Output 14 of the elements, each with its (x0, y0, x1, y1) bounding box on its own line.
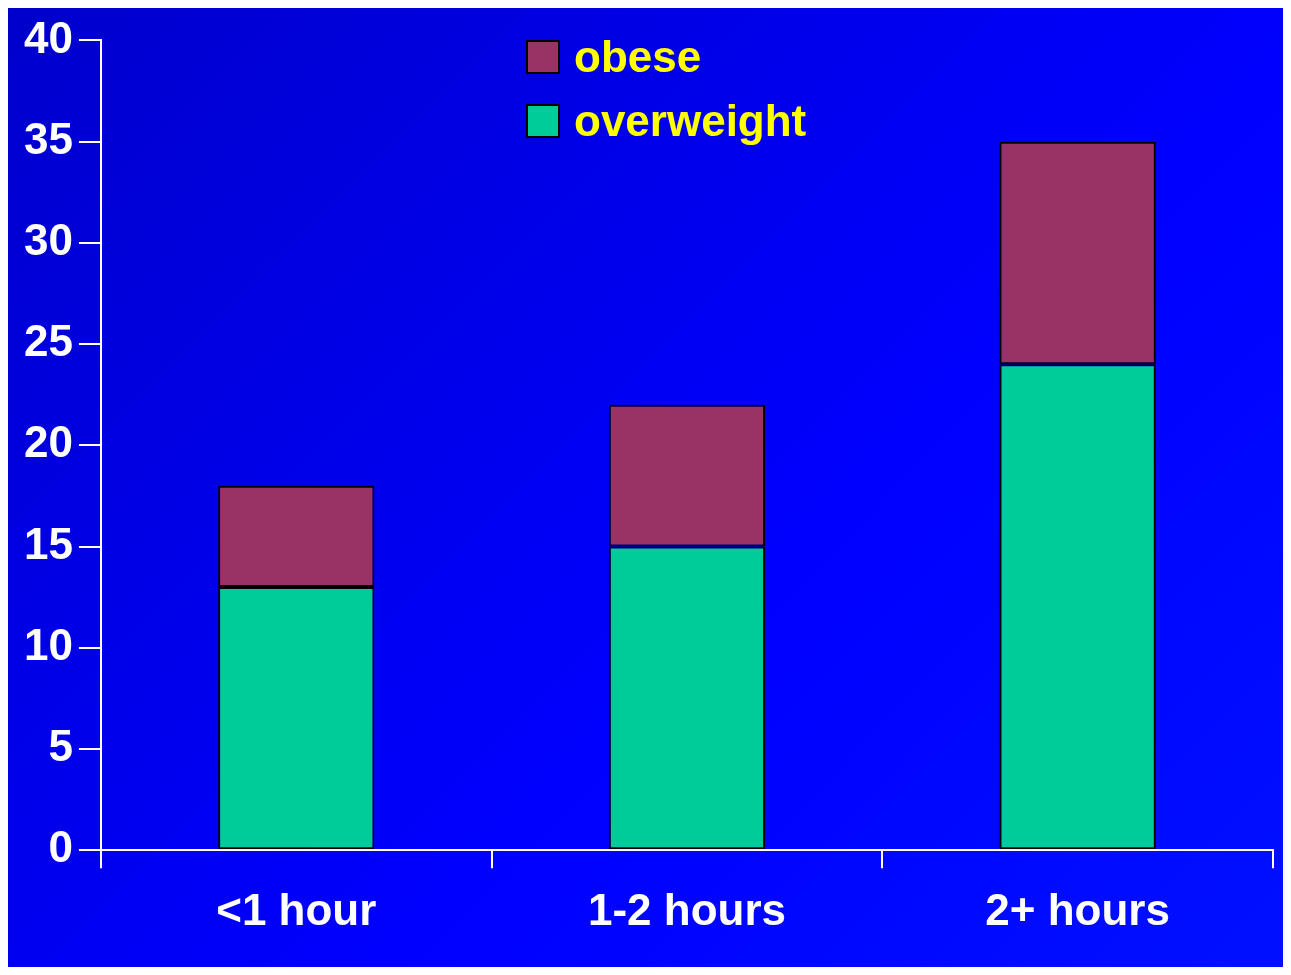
y-tick-label: 15 (23, 518, 73, 568)
y-tick-label: 0 (48, 822, 73, 872)
y-tick-label: 10 (23, 619, 73, 669)
legend-label: obese (574, 32, 702, 82)
y-tick-label: 30 (23, 214, 73, 264)
y-tick-label: 35 (23, 113, 73, 163)
y-tick-label: 40 (23, 12, 73, 62)
y-tick-label: 20 (23, 417, 73, 467)
y-tick-label: 5 (48, 721, 73, 771)
x-tick-label: <1 hour (216, 884, 377, 934)
y-tick-label: 25 (23, 316, 73, 366)
x-tick-label: 2+ hours (985, 884, 1170, 934)
x-tick-label: 1-2 hours (587, 884, 786, 934)
legend-label: overweight (574, 96, 807, 146)
